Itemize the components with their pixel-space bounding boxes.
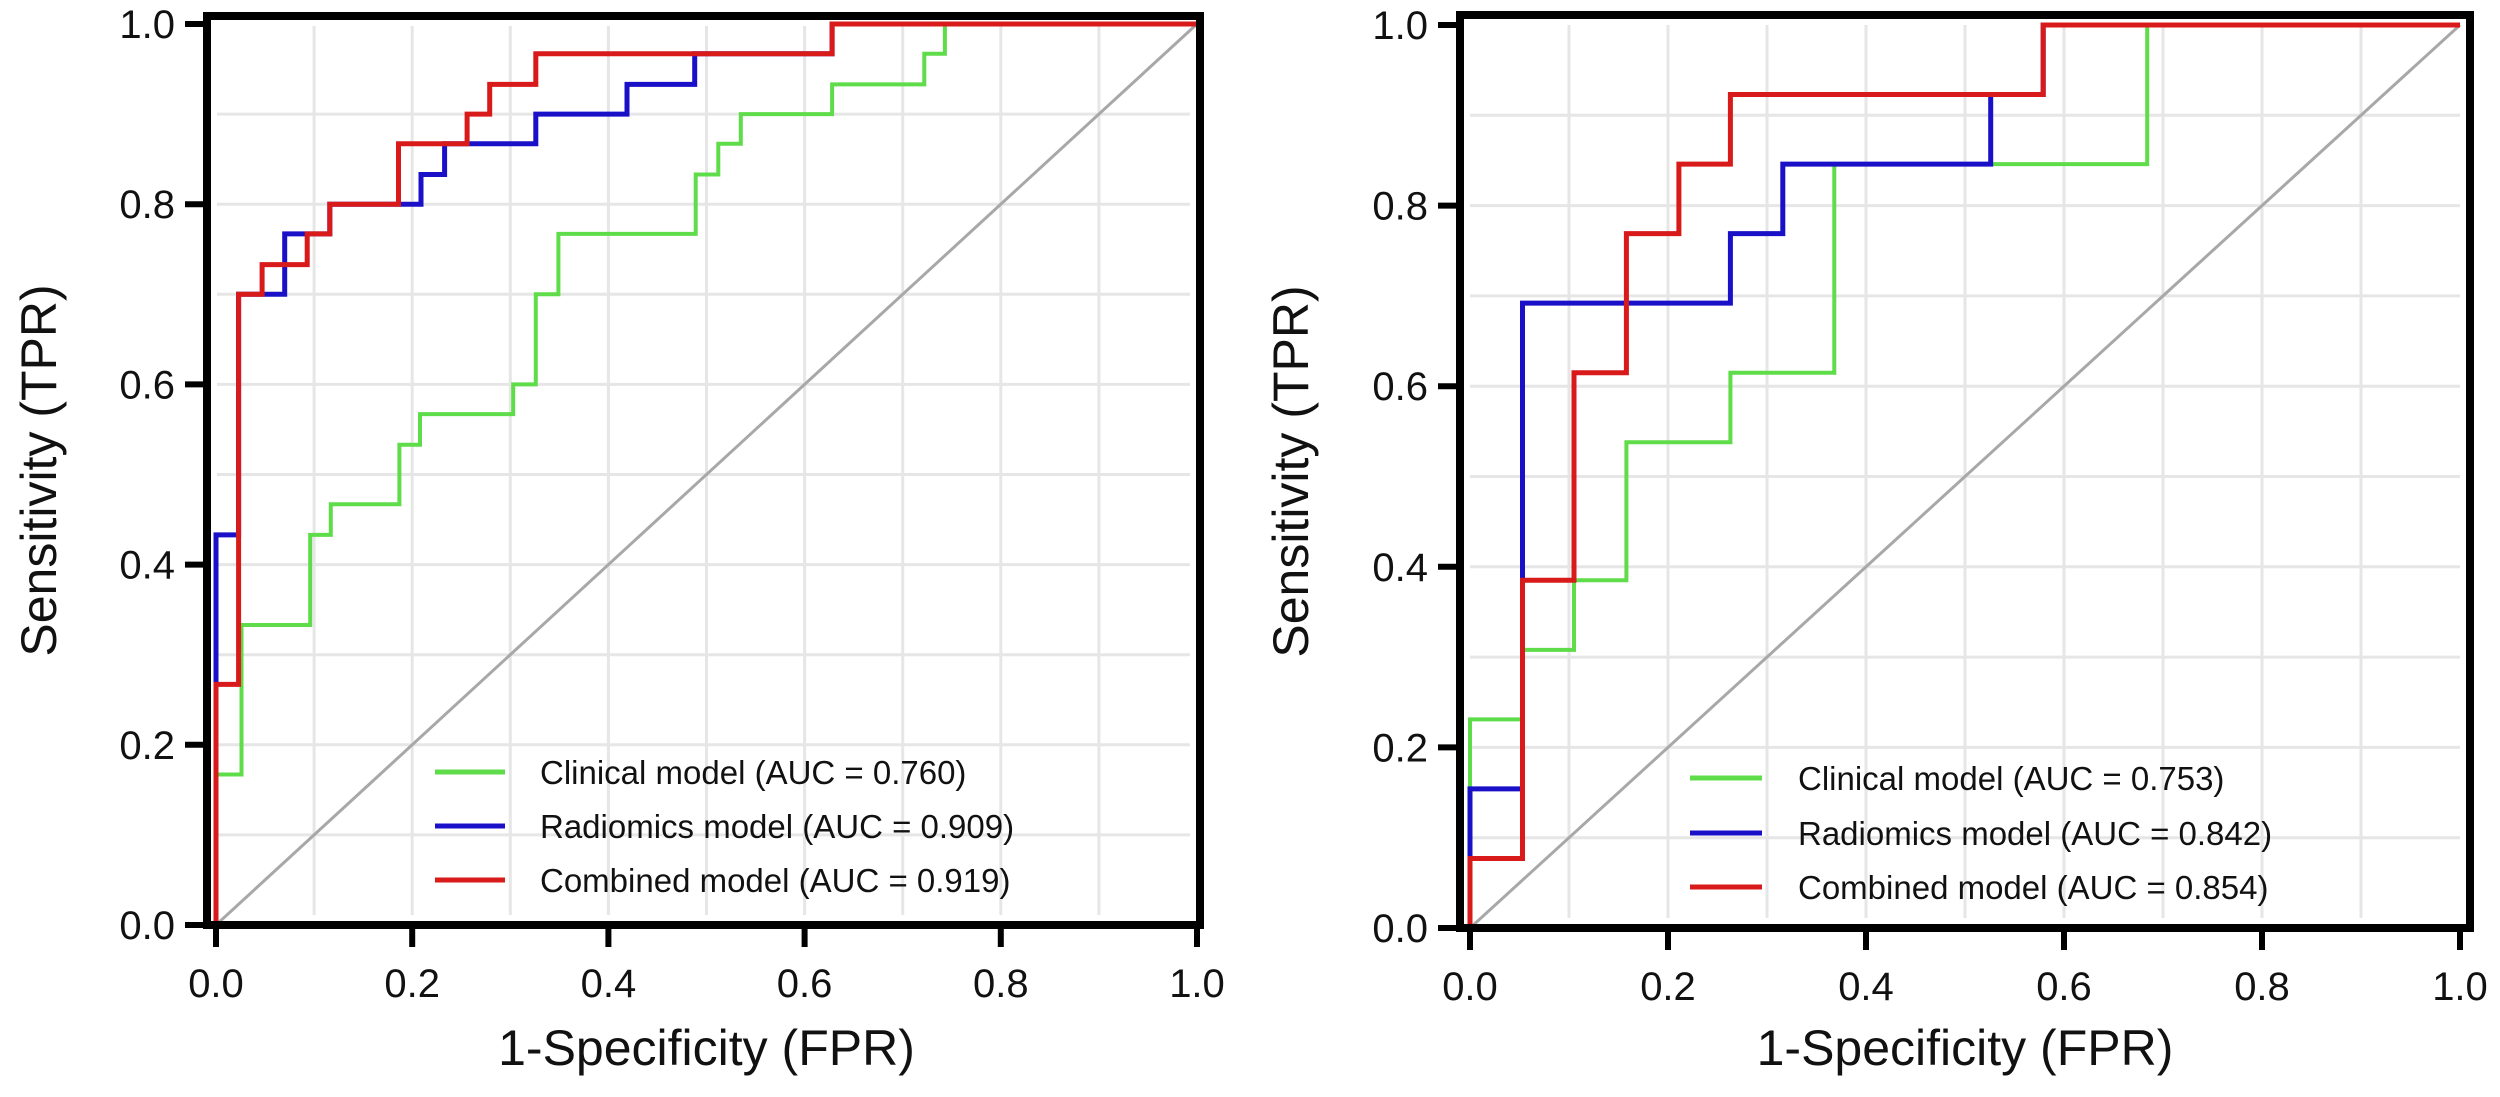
x-tick-label: 0.2 <box>384 962 440 1006</box>
legend-label: Clinical model (AUC = 0.753) <box>1798 760 2224 797</box>
y-tick-label: 0.0 <box>1372 907 1428 951</box>
roc-curve-combined <box>213 21 1197 925</box>
legend: Clinical model (AUC = 0.753) Radiomics mo… <box>1690 760 2272 906</box>
y-tick-label: 0.4 <box>1372 546 1428 590</box>
x-tick-label: 0.4 <box>1838 965 1894 1009</box>
legend-label: Combined model (AUC = 0.854) <box>1798 869 2268 906</box>
y-tick-label: 0.4 <box>119 544 175 588</box>
reference-diagonal-line <box>214 22 1199 927</box>
x-tick-label: 0.6 <box>2036 965 2092 1009</box>
y-tick-label: 1.0 <box>1372 4 1428 48</box>
legend-item: Clinical model (AUC = 0.753) <box>1690 760 2224 797</box>
y-tick-label: 0.8 <box>119 183 175 227</box>
x-tick-label: 0.8 <box>973 962 1029 1006</box>
legend-item: Clinical model (AUC = 0.760) <box>435 754 966 791</box>
x-tick-label: 0.2 <box>1640 965 1696 1009</box>
x-tick-label: 0.0 <box>1442 965 1498 1009</box>
x-tick-label: 0.0 <box>188 962 244 1006</box>
legend-label: Radiomics model (AUC = 0.909) <box>540 808 1014 845</box>
legend-item: Combined model (AUC = 0.919) <box>435 862 1010 899</box>
x-axis-title: 1-Specificity (FPR) <box>1757 1020 2174 1076</box>
y-tick-label: 0.0 <box>119 904 175 948</box>
roc-panel-training: 0.0 0.2 0.4 0.6 0.8 1.0 0.0 0.2 0.4 0.6 0.8 1.0 1-Sp… <box>11 3 1225 1076</box>
y-tick-label: 0.6 <box>1372 365 1428 409</box>
x-tick-label: 0.6 <box>777 962 833 1006</box>
y-tick-label: 0.2 <box>1372 726 1428 770</box>
legend-label: Radiomics model (AUC = 0.842) <box>1798 815 2272 852</box>
legend-label: Clinical model (AUC = 0.760) <box>540 754 966 791</box>
legend-item: Combined model (AUC = 0.854) <box>1690 869 2268 906</box>
x-axis-title: 1-Specificity (FPR) <box>498 1020 915 1076</box>
roc-curve-combined <box>1467 22 2460 928</box>
legend-item: Radiomics model (AUC = 0.909) <box>435 808 1014 845</box>
y-tick-label: 0.8 <box>1372 185 1428 229</box>
y-axis-title: Sensitivity (TPR) <box>11 284 67 656</box>
y-axis-title: Sensitivity (TPR) <box>1263 285 1319 657</box>
x-tick-label: 0.8 <box>2234 965 2290 1009</box>
roc-panel-validation: 0.0 0.2 0.4 0.6 0.8 1.0 0.0 0.2 0.4 0.6 0.8 1.0 1-Sp… <box>1263 4 2488 1076</box>
y-tick-label: 1.0 <box>119 3 175 47</box>
reference-diagonal-line <box>1468 23 2462 930</box>
legend-label: Combined model (AUC = 0.919) <box>540 862 1010 899</box>
plot-frame <box>203 12 1204 929</box>
y-tick-label: 0.2 <box>119 724 175 768</box>
roc-curve-clinical <box>214 22 1197 925</box>
legend: Clinical model (AUC = 0.760) Radiomics mo… <box>435 754 1014 899</box>
legend-item: Radiomics model (AUC = 0.842) <box>1690 815 2272 852</box>
plot-area <box>207 16 1200 925</box>
y-tick-label: 0.6 <box>119 363 175 407</box>
x-tick-label: 1.0 <box>1169 962 1225 1006</box>
plot-frame <box>1456 11 2474 932</box>
x-tick-label: 1.0 <box>2432 965 2488 1009</box>
x-tick-label: 0.4 <box>581 962 637 1006</box>
